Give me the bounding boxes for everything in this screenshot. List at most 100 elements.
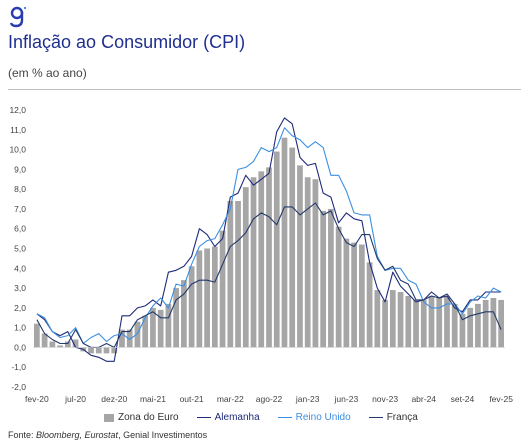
bar-zona-do-euro: [204, 248, 210, 348]
bar-zona-do-euro: [64, 341, 71, 348]
y-tick-label: 3,0: [14, 283, 26, 293]
bar-zona-do-euro: [405, 295, 412, 348]
bar-zona-do-euro: [273, 151, 280, 348]
bar-zona-do-euro: [343, 238, 350, 348]
bar-zona-do-euro: [235, 201, 241, 348]
x-tick-label: jul-20: [64, 394, 86, 404]
bar-zona-do-euro: [281, 137, 288, 348]
chart-subtitle: (em % ao ano): [8, 66, 87, 80]
bar-zona-do-euro: [103, 347, 110, 354]
bar-zona-do-euro: [119, 329, 125, 348]
bar-zona-do-euro: [312, 179, 319, 348]
bar-zona-do-euro: [34, 323, 40, 348]
x-tick-label: ago-22: [256, 394, 283, 404]
bar-zona-do-euro: [188, 266, 195, 348]
bar-zona-do-euro: [320, 210, 327, 348]
bar-zona-do-euro: [72, 339, 79, 348]
bar-zona-do-euro: [490, 297, 497, 348]
x-tick-label: abr-24: [411, 394, 436, 404]
bar-zona-do-euro: [88, 347, 94, 354]
chart-title: Inflação ao Consumidor (CPI): [8, 32, 246, 52]
line-reino-unido: [36, 127, 502, 345]
header-divider: [8, 89, 521, 90]
bar-zona-do-euro: [374, 290, 381, 348]
y-tick-label: -1,0: [11, 362, 26, 372]
bar-zona-do-euro: [41, 333, 48, 348]
source-italic: Bloomberg, Eurostat: [36, 430, 119, 440]
legend-item-franca: França: [368, 412, 418, 423]
legend-label: Zona do Euro: [118, 412, 179, 423]
bar-zona-do-euro: [366, 262, 373, 348]
legend-swatch-line: [368, 417, 383, 418]
legend-label: Alemanha: [214, 412, 260, 423]
chart-legend: Zona do Euro Alemanha Reino Unido França: [104, 412, 436, 423]
bar-zona-do-euro: [142, 315, 149, 348]
bar-zona-do-euro: [428, 295, 435, 348]
bar-zona-do-euro: [436, 297, 443, 348]
bar-zona-do-euro: [444, 295, 450, 348]
bar-zona-do-euro: [227, 201, 234, 348]
bar-zona-do-euro: [335, 226, 342, 348]
x-tick-label: jun-23: [334, 394, 359, 404]
bar-zona-do-euro: [165, 303, 172, 348]
bar-zona-do-euro: [482, 299, 489, 348]
x-tick-label: nov-23: [372, 394, 398, 404]
source-rest: , Genial Investimentos: [118, 430, 208, 440]
legend-label: França: [386, 412, 418, 423]
bar-zona-do-euro: [250, 177, 257, 348]
y-tick-label: 11,0: [10, 125, 26, 135]
x-tick-label: mar-22: [217, 394, 244, 404]
bar-zona-do-euro: [498, 299, 504, 348]
y-tick-label: 2,0: [14, 303, 26, 313]
bar-zona-do-euro: [304, 177, 311, 348]
bar-zona-do-euro: [242, 187, 249, 348]
bar-zona-do-euro: [181, 280, 187, 348]
bar-zona-do-euro: [358, 244, 365, 348]
y-tick-label: -2,0: [11, 382, 26, 392]
bar-zona-do-euro: [157, 309, 164, 348]
bar-zona-do-euro: [413, 299, 419, 348]
bar-zona-do-euro: [150, 307, 156, 348]
bar-zona-do-euro: [219, 230, 226, 348]
bar-zona-do-euro: [95, 347, 102, 354]
legend-swatch-line: [196, 417, 211, 418]
x-tick-label: dez-20: [101, 394, 127, 404]
bar-zona-do-euro: [351, 242, 357, 348]
x-tick-label: jan-23: [295, 394, 320, 404]
bar-zona-do-euro: [389, 290, 396, 348]
bar-zona-do-euro: [57, 345, 63, 348]
bar-zona-do-euro: [49, 341, 56, 348]
bar-zona-do-euro: [397, 292, 404, 348]
bar-zona-do-euro: [173, 288, 180, 348]
bar-zona-do-euro: [126, 329, 133, 348]
brand-logo: [9, 6, 26, 28]
x-tick-label: set-24: [451, 394, 475, 404]
bar-zona-do-euro: [475, 303, 481, 348]
y-tick-label: 1,0: [14, 323, 26, 333]
y-tick-label: 6,0: [14, 224, 26, 234]
legend-swatch-bar: [104, 413, 114, 422]
y-tick-label: 0,0: [14, 342, 26, 352]
y-tick-label: 8,0: [14, 184, 26, 194]
bar-zona-do-euro: [328, 208, 334, 348]
bar-zona-do-euro: [289, 147, 296, 348]
bar-zona-do-euro: [297, 165, 303, 348]
x-tick-label: fev-20: [25, 394, 49, 404]
y-tick-label: 4,0: [14, 263, 26, 273]
bar-zona-do-euro: [266, 167, 272, 348]
bar-zona-do-euro: [111, 347, 118, 354]
cpi-chart: 12,0 11,0 10,0 9,0 8,0 7,0 6,0 5,0 4,0 3,0 2,0 1,0 0…: [9, 105, 513, 404]
x-tick-label: fev-25: [489, 394, 513, 404]
bar-zona-do-euro: [382, 299, 388, 348]
legend-item-zona-do-euro: Zona do Euro: [104, 412, 179, 423]
legend-label: Reino Unido: [295, 412, 351, 423]
legend-item-reino-unido: Reino Unido: [277, 412, 351, 423]
bar-zona-do-euro: [459, 313, 466, 348]
x-tick-label: mai-21: [140, 394, 166, 404]
y-tick-label: 9,0: [14, 164, 26, 174]
legend-item-alemanha: Alemanha: [196, 412, 260, 423]
x-tick-label: out-21: [180, 394, 204, 404]
y-tick-label: 5,0: [14, 244, 26, 254]
bar-zona-do-euro: [420, 299, 427, 348]
source-prefix: Fonte:: [8, 430, 37, 440]
